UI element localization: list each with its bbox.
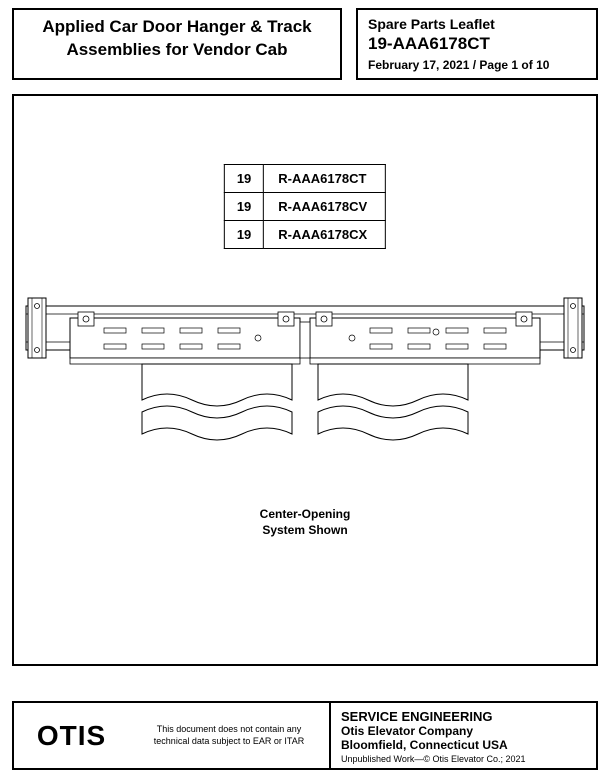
document-title: Applied Car Door Hanger & Track Assembli… <box>42 17 311 59</box>
table-row: 19 R-AAA6178CV <box>224 193 385 221</box>
footer-company: Otis Elevator Company <box>341 724 588 738</box>
assembly-diagram <box>22 294 588 484</box>
footer-disclaimer: This document does not contain any techn… <box>129 703 329 768</box>
footer-box: OTIS This document does not contain any … <box>12 701 598 770</box>
main-content-box: 19 R-AAA6178CT 19 R-AAA6178CV 19 R-AAA61… <box>12 94 598 666</box>
footer-company-info: SERVICE ENGINEERING Otis Elevator Compan… <box>329 703 596 768</box>
disclaimer-line: This document does not contain any <box>157 724 302 734</box>
document-info-box: Spare Parts Leaflet 19-AAA6178CT Februar… <box>356 8 598 80</box>
ref-num: 19 <box>224 193 263 221</box>
table-row: 19 R-AAA6178CT <box>224 165 385 193</box>
caption-line: Center-Opening <box>14 506 596 522</box>
footer-copyright: Unpublished Work—© Otis Elevator Co.; 20… <box>341 754 588 764</box>
ref-num: 19 <box>224 221 263 249</box>
ref-code: R-AAA6178CX <box>264 221 386 249</box>
document-date-page: February 17, 2021 / Page 1 of 10 <box>368 58 586 72</box>
ref-code: R-AAA6178CV <box>264 193 386 221</box>
caption-line: System Shown <box>14 522 596 538</box>
footer-location: Bloomfield, Connecticut USA <box>341 738 588 752</box>
document-part-number: 19-AAA6178CT <box>368 34 586 54</box>
reference-table: 19 R-AAA6178CT 19 R-AAA6178CV 19 R-AAA61… <box>224 164 386 249</box>
ref-num: 19 <box>224 165 263 193</box>
document-title-box: Applied Car Door Hanger & Track Assembli… <box>12 8 342 80</box>
table-row: 19 R-AAA6178CX <box>224 221 385 249</box>
leaflet-label: Spare Parts Leaflet <box>368 16 586 32</box>
ref-code: R-AAA6178CT <box>264 165 386 193</box>
disclaimer-line: technical data subject to EAR or ITAR <box>154 736 304 746</box>
company-logo: OTIS <box>14 703 129 768</box>
footer-department: SERVICE ENGINEERING <box>341 709 588 724</box>
diagram-caption: Center-Opening System Shown <box>14 506 596 538</box>
